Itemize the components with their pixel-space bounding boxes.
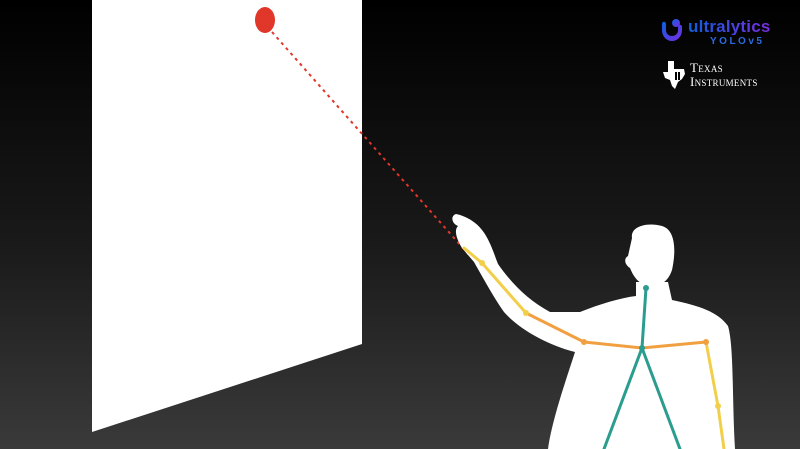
joint-left-elbow [715, 403, 721, 409]
joint-neck [643, 285, 649, 291]
joint-chest [639, 345, 645, 351]
spine [640, 286, 648, 350]
person-silhouette [452, 214, 735, 449]
pointing-ray [271, 31, 471, 257]
ultralytics-logo: ultralytics YOLOv5 [660, 18, 771, 47]
ti-wordmark-line2: Instruments [690, 74, 758, 89]
pose-joints [479, 260, 721, 409]
joint-left-shoulder [703, 339, 709, 345]
joint-elbow [523, 310, 529, 316]
texas-state-icon [663, 61, 685, 89]
ultralytics-wordmark: ultralytics [688, 17, 771, 36]
ti-wordmark-line1: Texas [690, 60, 723, 76]
right-upper-arm [524, 311, 586, 344]
torso-right [640, 346, 682, 449]
yolo-product-label: YOLOv5 [710, 36, 765, 47]
target-dot [255, 7, 275, 33]
texas-instruments-logo: Texas Instruments [662, 60, 758, 90]
torso-left [602, 346, 644, 449]
projection-screen [92, 0, 362, 432]
joint-right-shoulder [581, 339, 587, 345]
joint-wrist [479, 260, 485, 266]
ultralytics-mark-icon [662, 19, 682, 41]
